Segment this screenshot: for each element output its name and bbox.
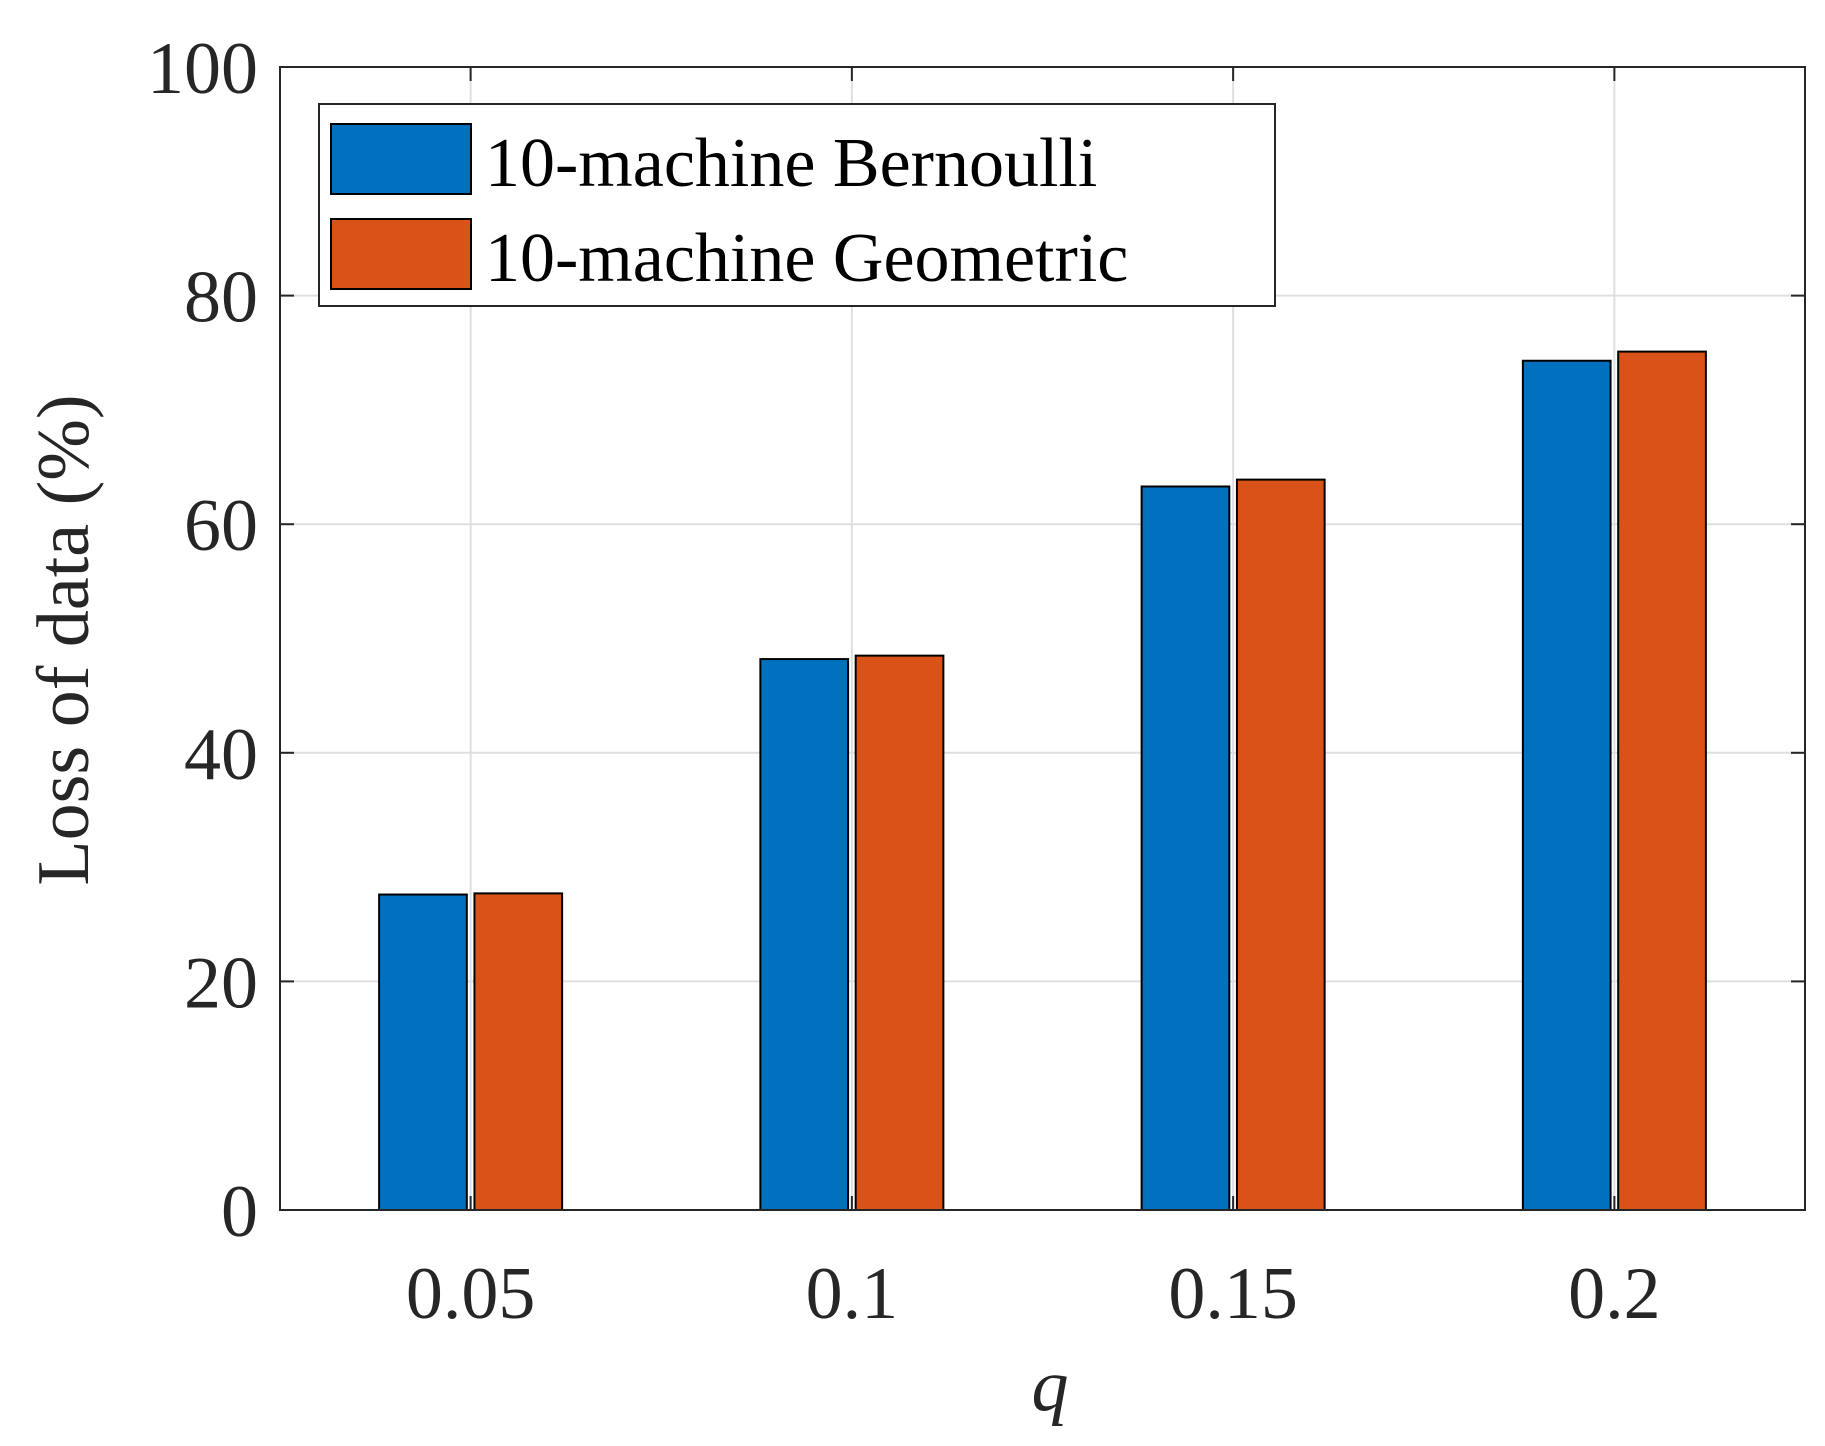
- axis-ticks: 0 20 40 60 80 100 0.05 0.1 0.15 0.2: [147, 28, 1805, 1335]
- bar-10-machine-bernoulli-0.2: [1521, 359, 1612, 1212]
- y-tick-label: 20: [184, 942, 258, 1024]
- y-tick-label: 60: [184, 485, 258, 567]
- bar-10-machine-geometric-0.2: [1617, 350, 1707, 1211]
- bar-10-machine-geometric-0.05: [473, 892, 564, 1211]
- y-tick-label: 80: [184, 257, 258, 339]
- plot-frame: [279, 66, 1806, 1211]
- bars-group: [378, 350, 1707, 1212]
- bar-10-machine-bernoulli-0.1: [759, 658, 850, 1211]
- y-axis-label: Loss of data (%): [23, 394, 105, 885]
- x-tick-label: 0.1: [806, 1253, 899, 1335]
- legend-swatch-geometric: [330, 218, 472, 290]
- y-tick-label: 0: [221, 1171, 258, 1253]
- bar-10-machine-geometric-0.15: [1235, 478, 1326, 1211]
- x-axis-label: q: [1032, 1345, 1069, 1427]
- x-tick-label: 0.15: [1168, 1253, 1298, 1335]
- legend-label-bernoulli: 10-machine Bernoulli: [485, 125, 1097, 202]
- x-tick-label: 0.05: [406, 1253, 536, 1335]
- legend-label-geometric: 10-machine Geometric: [485, 220, 1128, 297]
- y-tick-label: 100: [147, 28, 258, 110]
- legend-swatch-bernoulli: [330, 123, 472, 195]
- bar-10-machine-bernoulli-0.15: [1140, 485, 1231, 1211]
- bar-10-machine-bernoulli-0.05: [378, 893, 468, 1211]
- legend: 10-machine Bernoulli 10-machine Geometri…: [318, 103, 1276, 307]
- y-tick-label: 40: [184, 714, 258, 796]
- legend-box: [318, 103, 1276, 307]
- x-tick-label: 0.2: [1568, 1253, 1661, 1335]
- bar-10-machine-geometric-0.1: [854, 654, 945, 1211]
